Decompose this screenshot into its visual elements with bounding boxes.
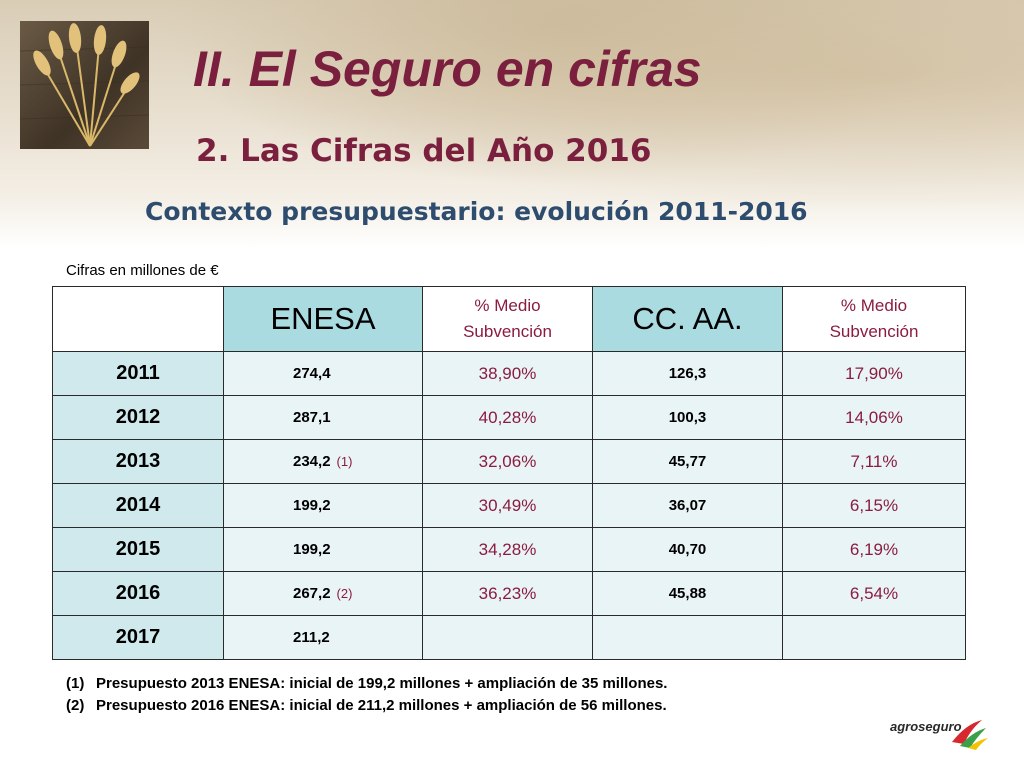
header-ccaa-pct: % Medio Subvención [782,286,966,352]
enesa-value: 267,2 [293,585,331,602]
wheat-illustration [20,23,149,147]
enesa-cell: 234,2 (1) [223,439,423,484]
logo-swoosh-icon [952,720,988,750]
enesa-pct-cell: 30,49% [422,483,593,528]
year-cell: 2017 [52,615,224,660]
page-title: II. El Seguro en cifras [193,41,702,97]
footnote-number: (1) [66,674,85,692]
enesa-pct-cell: 36,23% [422,571,593,616]
ccaa-cell: 45,77 [592,439,783,484]
enesa-cell: 287,1 [223,395,423,440]
logo-text: agroseguro [890,719,962,734]
enesa-cell: 267,2 (2) [223,571,423,616]
ccaa-cell: 100,3 [592,395,783,440]
year-cell: 2015 [52,527,224,572]
table-row: 2011 274,4 38,90% 126,3 17,90% [52,351,966,396]
enesa-value: 234,2 [293,453,331,470]
enesa-pct-cell: 34,28% [422,527,593,572]
footnote-ref: (1) [336,454,353,469]
wheat-photo [20,21,149,149]
ccaa-pct-cell: 6,19% [782,527,966,572]
enesa-pct-cell: 32,06% [422,439,593,484]
ccaa-cell: 40,70 [592,527,783,572]
agroseguro-logo: agroseguro [890,714,990,754]
ccaa-pct-cell: 6,15% [782,483,966,528]
footnotes: (1) Presupuesto 2013 ENESA: inicial de 1… [66,672,886,716]
footnote-number: (2) [66,696,85,714]
year-cell: 2011 [52,351,224,396]
table-row: 2013 234,2 (1) 32,06% 45,77 7,11% [52,439,966,484]
enesa-cell: 274,4 [223,351,423,396]
table-row: 2012 287,1 40,28% 100,3 14,06% [52,395,966,440]
enesa-value: 199,2 [293,497,331,514]
table-header-row: ENESA % Medio Subvención CC. AA. % Medio… [52,286,966,352]
ccaa-cell: 36,07 [592,483,783,528]
footnote: (2) Presupuesto 2016 ENESA: inicial de 2… [66,694,886,716]
header-blank-cell [52,286,224,352]
header-pct-line1: % Medio [474,296,541,315]
header-pct-line1: % Medio [840,296,908,315]
year-cell: 2013 [52,439,224,484]
enesa-value: 199,2 [293,541,331,558]
footnote-text: Presupuesto 2013 ENESA: inicial de 199,2… [96,674,668,692]
ccaa-pct-cell: 17,90% [782,351,966,396]
table-row: 2017 211,2 [52,615,966,660]
ccaa-pct-cell: 6,54% [782,571,966,616]
enesa-pct-cell: 40,28% [422,395,593,440]
year-cell: 2014 [52,483,224,528]
enesa-pct-cell [422,615,593,660]
enesa-cell: 199,2 [223,483,423,528]
year-cell: 2016 [52,571,224,616]
table-row: 2016 267,2 (2) 36,23% 45,88 6,54% [52,571,966,616]
ccaa-pct-cell: 14,06% [782,395,966,440]
footnote-text: Presupuesto 2016 ENESA: inicial de 211,2… [96,696,667,714]
header-enesa-pct: % Medio Subvención [422,286,593,352]
enesa-value: 274,4 [293,365,331,382]
footnote: (1) Presupuesto 2013 ENESA: inicial de 1… [66,672,886,694]
header-enesa: ENESA [223,286,423,352]
units-note: Cifras en millones de € [66,262,219,279]
header-pct-line2: Subvención [463,322,552,341]
header-pct-line2: Subvención [829,322,919,341]
ccaa-pct-cell [782,615,966,660]
page-subtitle: 2. Las Cifras del Año 2016 [196,133,652,169]
enesa-value: 287,1 [293,409,331,426]
context-title: Contexto presupuestario: evolución 2011-… [145,197,808,226]
header-background [0,0,1024,248]
footnote-ref: (2) [336,586,353,601]
enesa-value: 211,2 [293,629,330,646]
enesa-cell: 199,2 [223,527,423,572]
ccaa-cell [592,615,783,660]
ccaa-cell: 126,3 [592,351,783,396]
ccaa-pct-cell: 7,11% [782,439,966,484]
header-ccaa: CC. AA. [592,286,783,352]
year-cell: 2012 [52,395,224,440]
enesa-cell: 211,2 [223,615,423,660]
table-row: 2014 199,2 30,49% 36,07 6,15% [52,483,966,528]
table-row: 2015 199,2 34,28% 40,70 6,19% [52,527,966,572]
ccaa-cell: 45,88 [592,571,783,616]
budget-table: ENESA % Medio Subvención CC. AA. % Medio… [52,286,966,660]
enesa-pct-cell: 38,90% [422,351,593,396]
